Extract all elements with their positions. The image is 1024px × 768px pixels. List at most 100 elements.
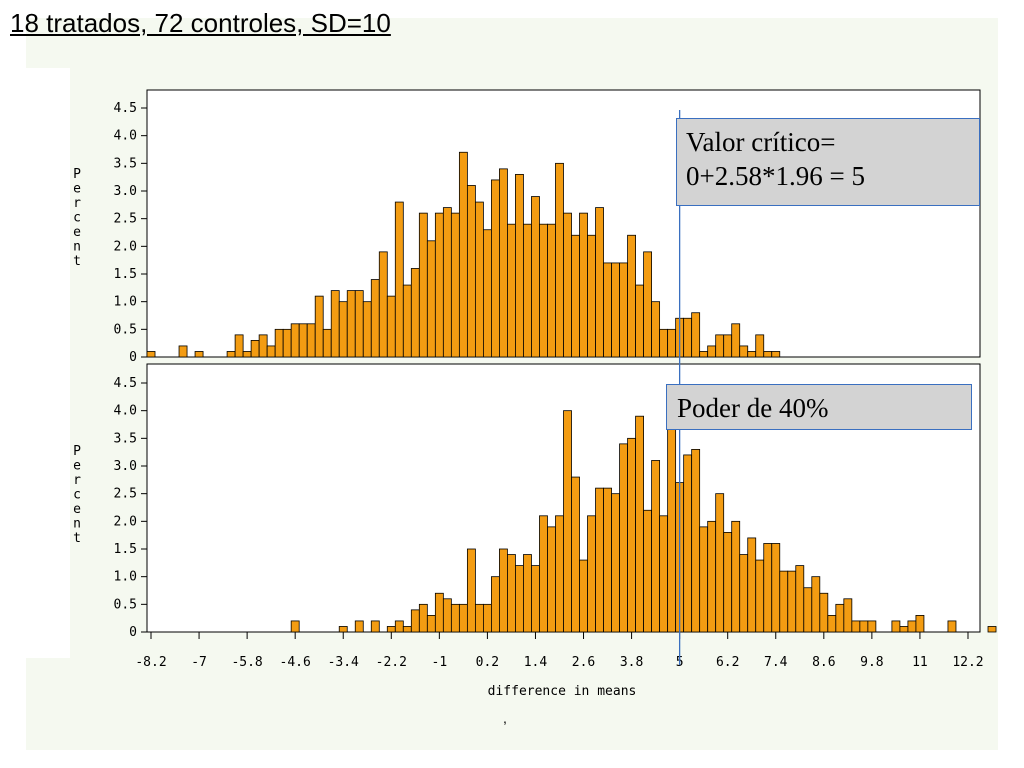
histogram-bar — [763, 351, 773, 358]
histogram-bar — [611, 493, 620, 633]
histogram-bar — [394, 201, 404, 358]
histogram-bar — [643, 509, 653, 633]
histogram-bar — [346, 290, 356, 358]
histogram-bar — [683, 454, 693, 633]
histogram-bar — [491, 179, 500, 358]
histogram-bar — [418, 212, 428, 358]
histogram-bar — [595, 207, 604, 358]
y-tick-label: 4.5 — [114, 101, 137, 116]
histogram-bar — [515, 565, 524, 633]
x-tick-label: 12.2 — [952, 655, 983, 670]
histogram-bar — [771, 351, 781, 358]
histogram-bar — [194, 351, 204, 358]
histogram-bar — [370, 620, 380, 633]
histogram-bar — [987, 626, 997, 633]
slide-title: 18 tratados, 72 controles, SD=10 — [10, 8, 391, 38]
histogram-bar — [667, 328, 677, 358]
critical-value-callout: Valor crítico= 0+2.58*1.96 = 5 — [676, 118, 980, 206]
histogram-bar — [579, 559, 588, 633]
histogram-bar — [378, 251, 388, 358]
x-tick-label: 9.8 — [860, 655, 883, 670]
histogram-bar — [771, 543, 781, 633]
x-tick-label: -8.2 — [135, 655, 166, 670]
x-axis-title: difference in means — [488, 684, 637, 699]
x-tick-label: 8.6 — [812, 655, 835, 670]
histogram-bar — [635, 284, 644, 358]
y-tick-label: 0 — [129, 350, 137, 365]
histogram-bar — [587, 515, 596, 633]
x-tick-label: -2.2 — [376, 655, 407, 670]
histogram-bar — [595, 487, 604, 633]
histogram-bar — [402, 284, 412, 358]
histogram-bar — [483, 603, 492, 633]
histogram-bar — [795, 565, 805, 633]
histogram-bar — [643, 251, 653, 358]
x-tick-label: -7 — [191, 655, 207, 670]
histogram-bar — [691, 448, 701, 633]
histogram-bar — [763, 543, 773, 633]
histogram-bar — [410, 268, 420, 358]
histogram-bar — [947, 620, 957, 633]
histogram-bar — [851, 620, 861, 633]
histogram-bar — [779, 570, 789, 633]
histogram-bar — [787, 570, 797, 633]
histogram-bar — [811, 576, 821, 633]
histogram-bar — [434, 592, 444, 633]
histogram-bar — [723, 532, 733, 633]
histogram-bar — [563, 212, 572, 358]
histogram-bar — [723, 334, 733, 358]
histogram-bar — [819, 592, 829, 633]
x-tick-label: 3.8 — [620, 655, 643, 670]
histogram-bar — [402, 626, 412, 633]
histogram-bar — [907, 620, 917, 633]
histogram-bar — [651, 301, 661, 358]
histogram-bar — [370, 279, 380, 358]
x-tick-label: -1 — [432, 655, 448, 670]
histogram-bar — [354, 620, 364, 633]
y-tick-label: 1.5 — [114, 267, 137, 282]
histogram-bar — [450, 212, 460, 358]
histogram-bar — [699, 526, 709, 633]
histogram-bar — [338, 301, 348, 358]
histogram-bar — [483, 229, 492, 358]
histogram-bar — [266, 345, 276, 358]
y-tick-label: 4.0 — [114, 129, 137, 144]
histogram-bar — [715, 493, 725, 633]
histogram-bar — [386, 295, 396, 358]
y-tick-label: 2.0 — [114, 514, 137, 529]
histogram-bar — [466, 548, 476, 633]
histogram-bar — [803, 587, 813, 633]
x-tick-label: -5.8 — [231, 655, 262, 670]
x-tick-label: 2.6 — [572, 655, 595, 670]
histogram-bar — [442, 207, 452, 358]
histogram-bar — [627, 437, 636, 633]
y-tick-label: 1.5 — [114, 542, 137, 557]
histogram-bar — [386, 626, 396, 633]
histogram-bar — [330, 290, 340, 358]
y-tick-label: 3.0 — [114, 459, 137, 474]
histogram-bar — [835, 603, 845, 633]
histogram-bar — [298, 323, 308, 358]
histogram-bar — [571, 476, 580, 633]
histogram-bar — [466, 185, 476, 358]
histogram-bar — [603, 487, 612, 633]
histogram-bar — [314, 295, 324, 358]
power-callout: Poder de 40% — [666, 384, 972, 430]
histogram-bar — [627, 234, 636, 358]
histogram-bar — [450, 603, 460, 633]
histogram-bar — [731, 520, 741, 633]
x-tick-label: 7.4 — [764, 655, 788, 670]
y-tick-label: 3.5 — [114, 431, 137, 446]
y-tick-label: 2.0 — [114, 239, 137, 254]
histogram-bar — [507, 554, 516, 633]
x-tick-label: 6.2 — [716, 655, 739, 670]
histogram-bar — [635, 415, 644, 633]
histogram-bar — [651, 460, 661, 633]
histogram-bar — [899, 626, 909, 633]
histogram-bar — [915, 615, 925, 633]
histogram-bar — [619, 443, 628, 633]
footnote-mark: , — [503, 710, 507, 726]
histogram-bar — [306, 323, 316, 358]
histogram-bar — [859, 620, 869, 633]
